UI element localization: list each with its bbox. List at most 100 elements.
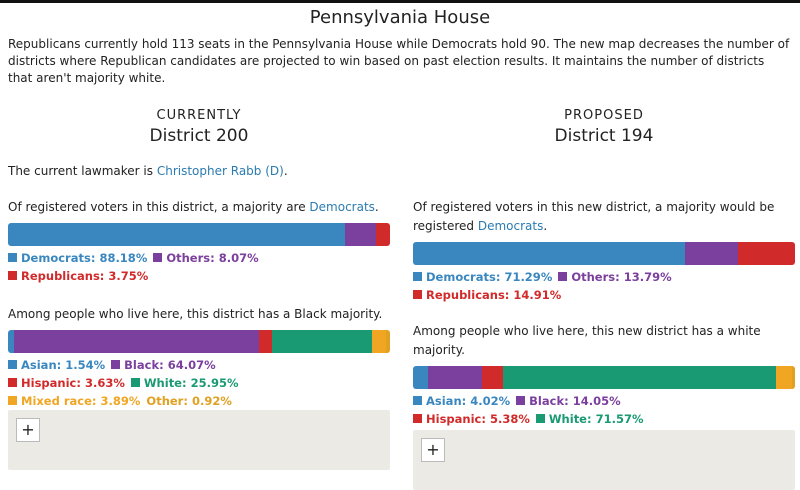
legend-swatch	[516, 396, 526, 405]
value-label: 14.05%	[572, 394, 621, 408]
value-label: 0.92%	[191, 394, 232, 408]
lawmaker-text: The current lawmaker is Christopher Rabb…	[8, 162, 288, 181]
stacked-bar	[8, 223, 390, 246]
bar-segment	[685, 242, 738, 265]
legend-item: Democrats: 88.18%	[8, 251, 147, 265]
column: CURRENTLY District 200 The current lawmake…	[8, 100, 390, 470]
bar-segment	[371, 330, 387, 353]
race-section: Among people who live here, this new dis…	[413, 322, 795, 446]
race-text: Among people who live here, this new dis…	[413, 324, 761, 357]
bar-segment	[737, 242, 795, 265]
header: Pennsylvania House Republicans currently…	[0, 0, 800, 87]
legend-label: Democrats:	[21, 251, 96, 265]
title: Pennsylvania House	[309, 7, 491, 28]
legend-item: Republicans: 14.91%	[413, 288, 561, 302]
text: Of registered voters in this new distric…	[413, 200, 775, 233]
bar-segment	[13, 330, 259, 353]
party-text: Of registered voters in this new distric…	[413, 198, 795, 236]
bar-segment	[502, 366, 776, 389]
legend-swatch	[558, 272, 568, 281]
value-label: 1.54%	[65, 358, 106, 372]
text: .	[374, 200, 379, 214]
value-label: 5.38%	[489, 412, 530, 426]
legend-label: Republicans:	[426, 288, 510, 302]
legend-item: Democrats: 71.29%	[413, 270, 552, 284]
legend-swatch	[8, 360, 17, 369]
bar-segment	[386, 330, 390, 353]
stacked-bar	[8, 330, 390, 353]
text: Of registered voters in this district, a…	[8, 200, 310, 214]
legend-item: Others: 13.79%	[558, 270, 672, 284]
legend-item: Other: 0.92%	[146, 394, 231, 408]
zoom-button[interactable]: +	[421, 438, 445, 462]
link[interactable]: Democrats	[477, 219, 544, 233]
legend-item: Republicans: 3.75%	[8, 269, 148, 283]
district-name: District 194	[554, 126, 654, 146]
bar-segment	[428, 366, 482, 389]
value-label: 4.02%	[470, 394, 511, 408]
column-heading: PROPOSED	[564, 108, 644, 123]
bar-segment	[258, 330, 273, 353]
legend-swatch	[153, 253, 163, 262]
zoom-button[interactable]: +	[16, 418, 40, 442]
legend-item: Black: 64.07%	[111, 358, 216, 372]
legend-item: Hispanic: 3.63%	[8, 376, 125, 390]
legend-label: Others:	[571, 270, 620, 284]
column: PROPOSED District 194 Of registered voters…	[413, 100, 795, 490]
bar-segment	[792, 366, 795, 389]
legend-label: White:	[143, 376, 187, 390]
link[interactable]: Democrats	[309, 200, 375, 214]
legend-swatch	[8, 271, 17, 280]
legend-label: White:	[548, 412, 592, 426]
race-section: Among people who live here, this distric…	[8, 305, 390, 410]
value-label: 14.91%	[513, 288, 562, 302]
legend-label: Republicans:	[21, 269, 105, 283]
bar-segment	[8, 330, 14, 353]
column-heading: CURRENTLY	[156, 108, 242, 123]
legend-item: Asian: 4.02%	[413, 394, 510, 408]
bar-segment	[482, 366, 503, 389]
legend-swatch	[413, 396, 422, 405]
value-label: 3.75%	[108, 269, 149, 283]
text: .	[543, 219, 548, 233]
legend-label: Asian:	[21, 358, 62, 372]
value-label: 71.29%	[504, 270, 553, 284]
legend-item: Black: 14.05%	[516, 394, 621, 408]
bar-segment	[8, 223, 345, 246]
map: +	[413, 430, 795, 490]
value-label: 88.18%	[99, 251, 148, 265]
legend-label: Black:	[529, 394, 569, 408]
legend-item: White: 71.57%	[535, 412, 644, 426]
district-name: District 200	[149, 126, 249, 146]
stacked-bar	[413, 242, 795, 265]
legend-item: Asian: 1.54%	[8, 358, 105, 372]
legend-label: Black:	[124, 358, 164, 372]
value-label: 3.89%	[100, 394, 141, 408]
legend-swatch	[413, 414, 422, 423]
link[interactable]: Christopher Rabb (D)	[156, 164, 284, 178]
legend-label: Mixed race:	[21, 394, 97, 408]
legend-swatch	[111, 360, 121, 369]
legend-label: Other:	[146, 394, 188, 408]
value-label: 13.79%	[623, 270, 672, 284]
legend-swatch	[130, 378, 140, 387]
value-label: 25.95%	[190, 376, 239, 390]
legend-label: Asian:	[426, 394, 467, 408]
legend-item: Hispanic: 5.38%	[413, 412, 530, 426]
legend-item: White: 25.95%	[130, 376, 239, 390]
legend: Democrats: 88.18% Others: 8.07% Republican…	[8, 249, 390, 285]
party-section: Of registered voters in this district, a…	[8, 198, 390, 285]
party-text: Of registered voters in this district, a…	[8, 198, 390, 217]
value-label: 64.07%	[167, 358, 216, 372]
text: The current lawmaker is	[8, 164, 157, 178]
value-label: 3.63%	[84, 376, 125, 390]
intro: Republicans currently hold 113 seats in …	[8, 37, 790, 85]
legend-swatch	[413, 272, 422, 281]
legend-swatch	[8, 253, 17, 262]
legend-label: Others:	[166, 251, 215, 265]
bar-segment	[272, 330, 372, 353]
bar-segment	[344, 223, 376, 246]
value-label: 8.07%	[218, 251, 259, 265]
stacked-bar	[413, 366, 795, 389]
